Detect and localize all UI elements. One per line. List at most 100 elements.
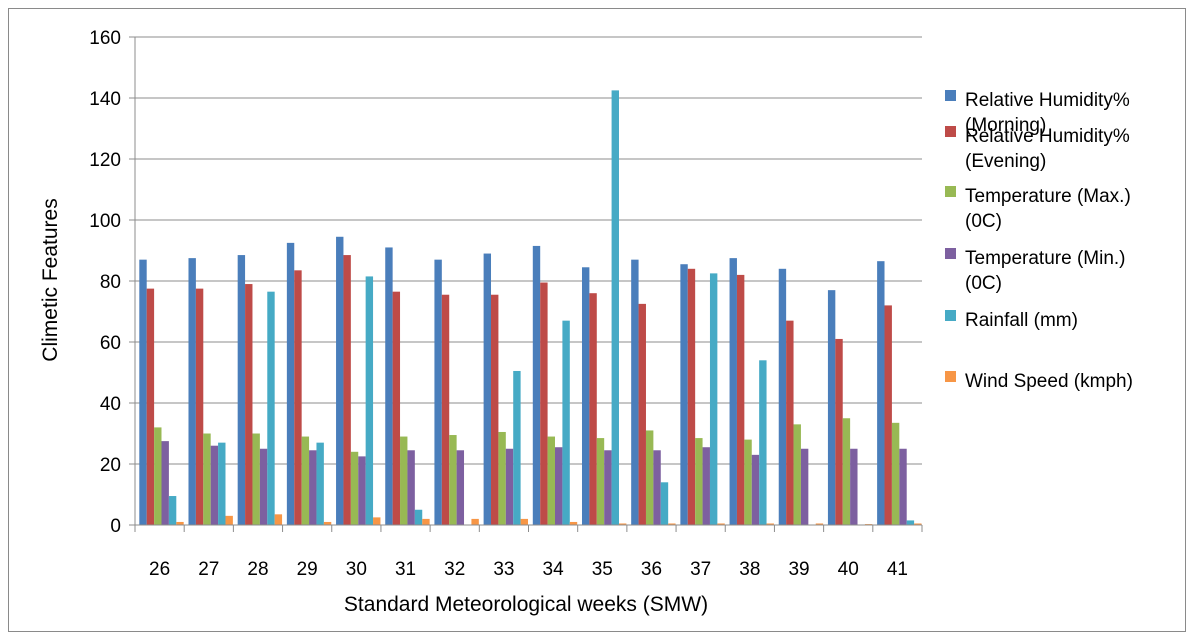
bar	[778, 268, 787, 525]
bar	[225, 515, 233, 525]
bar	[274, 514, 283, 525]
bar	[323, 521, 332, 525]
bar	[618, 523, 627, 525]
bar	[188, 258, 196, 525]
bar	[373, 517, 381, 525]
legend-label-line2: (0C)	[965, 211, 1002, 232]
bar	[483, 253, 492, 526]
bar	[422, 518, 430, 525]
bar	[252, 433, 260, 525]
legend-label: Temperature (Max.)	[965, 186, 1131, 207]
bar	[569, 521, 578, 525]
bar	[245, 284, 253, 525]
bar	[161, 441, 169, 525]
legend-label: Wind Speed (kmph)	[965, 371, 1133, 392]
x-axis-title: Standard Meteorological weeks (SMW)	[344, 593, 708, 616]
bar	[176, 521, 184, 525]
bar	[456, 450, 465, 525]
chart-frame	[8, 8, 1186, 632]
bar	[562, 320, 570, 525]
bar	[491, 294, 499, 525]
bar	[604, 450, 612, 525]
legend-swatch	[945, 248, 956, 259]
bar	[786, 320, 794, 525]
bar	[520, 518, 529, 525]
legend-swatch	[945, 371, 956, 382]
bar	[407, 450, 415, 525]
bar	[850, 448, 858, 525]
bar	[914, 523, 922, 525]
bar	[631, 259, 639, 525]
bar	[842, 418, 851, 525]
x-tick-label: 27	[198, 559, 219, 580]
bar	[336, 236, 344, 525]
bar	[168, 496, 177, 525]
x-tick-label: 32	[444, 559, 465, 580]
legend-swatch	[945, 310, 956, 321]
bar	[729, 258, 737, 525]
y-tick-label: 100	[89, 211, 121, 232]
y-tick-label: 140	[89, 89, 121, 110]
y-tick-label: 40	[100, 394, 121, 415]
bar	[365, 276, 374, 525]
legend-label: Relative Humidity%	[965, 90, 1130, 111]
gridlines	[135, 36, 922, 465]
bar	[645, 430, 654, 525]
x-tick-label: 41	[887, 559, 908, 580]
bar	[505, 448, 514, 525]
bar	[385, 247, 393, 525]
bar	[237, 255, 246, 525]
bar	[793, 424, 801, 525]
x-tick-label: 36	[641, 559, 662, 580]
bar	[540, 282, 548, 525]
bar	[498, 431, 506, 525]
bar	[835, 338, 843, 525]
bar	[218, 442, 226, 525]
legend-label: Rainfall (mm)	[965, 310, 1078, 331]
bar	[434, 259, 442, 525]
legend-swatch	[945, 90, 956, 101]
x-tick-label: 29	[297, 559, 318, 580]
bar	[449, 435, 457, 525]
x-tick-label: 35	[592, 559, 613, 580]
bar	[680, 264, 688, 525]
bar	[259, 448, 268, 525]
bar	[751, 454, 760, 525]
x-tick-label: 39	[788, 559, 809, 580]
legend-label: Relative Humidity%	[965, 126, 1130, 147]
y-tick-label: 120	[89, 150, 121, 171]
bar	[309, 450, 317, 525]
bar	[891, 422, 900, 525]
bar	[596, 438, 605, 525]
bar	[400, 436, 408, 525]
bar	[744, 439, 752, 525]
x-tick-label: 28	[247, 559, 268, 580]
bar	[414, 509, 423, 525]
legend-label-line2: (0C)	[965, 273, 1002, 294]
legend-label: Temperature (Min.)	[965, 248, 1126, 269]
legend-label-line2: (Evening)	[965, 151, 1046, 172]
x-tick-label: 26	[149, 559, 170, 580]
bar	[815, 523, 824, 525]
bar	[766, 523, 774, 525]
x-tick-label: 33	[493, 559, 514, 580]
bar	[717, 523, 725, 525]
bar	[203, 433, 211, 525]
bar	[441, 294, 450, 525]
legend-label-line2: (Morning)	[965, 115, 1046, 136]
bar	[877, 261, 885, 525]
bar	[316, 442, 324, 525]
bar	[638, 303, 646, 525]
bar	[827, 290, 836, 525]
bar	[611, 90, 619, 525]
bar	[660, 482, 669, 525]
bar	[301, 436, 310, 525]
bar	[581, 267, 590, 525]
bar	[154, 427, 162, 525]
bar	[471, 518, 479, 525]
y-tick-label: 20	[100, 455, 121, 476]
y-tick-label: 160	[89, 28, 121, 49]
bar	[267, 291, 275, 525]
bar	[294, 270, 302, 525]
